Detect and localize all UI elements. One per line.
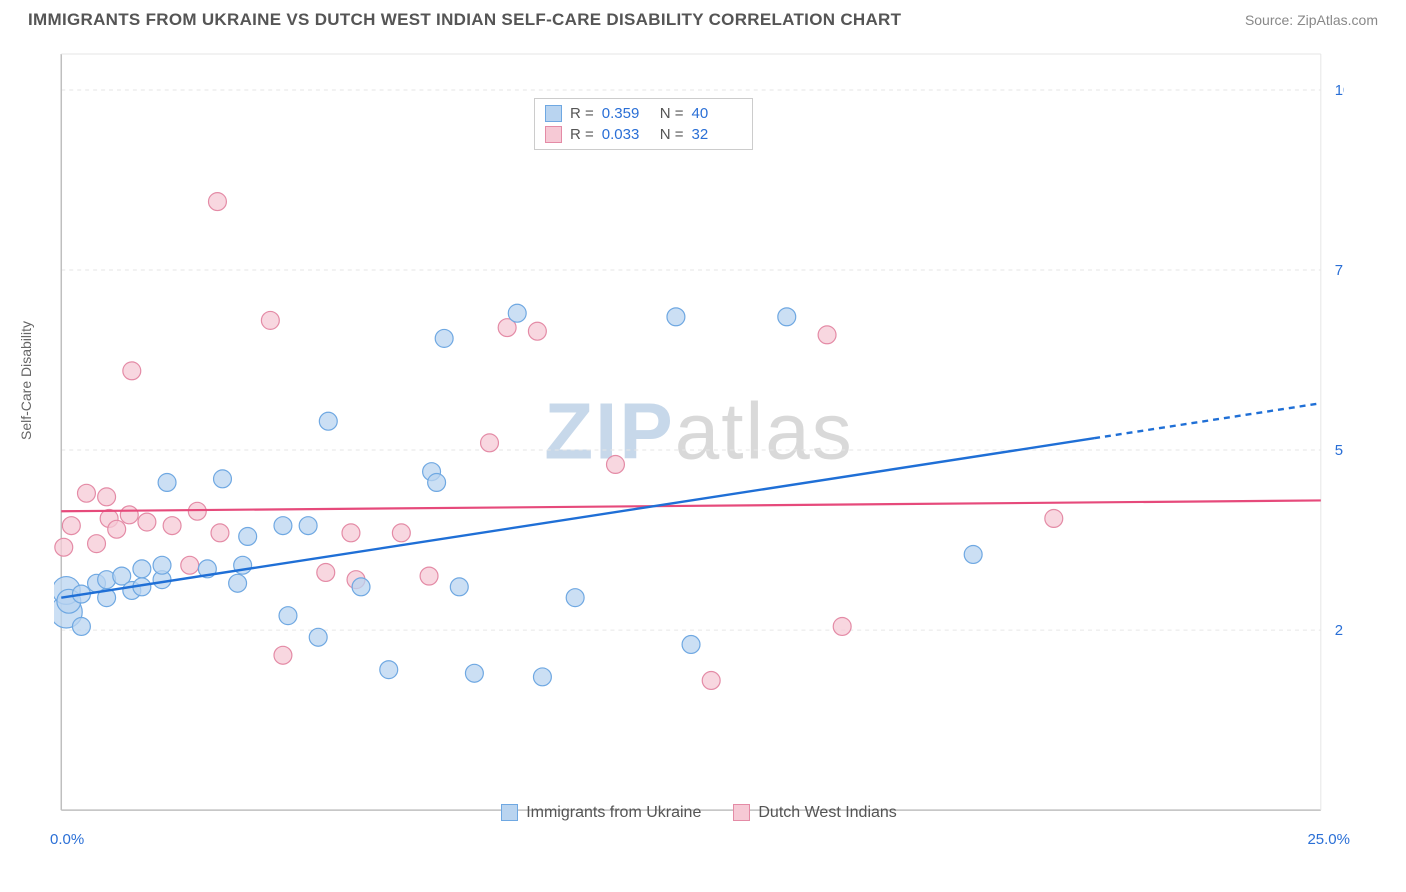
data-point <box>279 607 297 625</box>
chart-header: IMMIGRANTS FROM UKRAINE VS DUTCH WEST IN… <box>0 0 1406 36</box>
y-tick-label: 5.0% <box>1335 442 1344 459</box>
source-label: Source: <box>1245 12 1297 28</box>
data-point <box>120 506 138 524</box>
data-point <box>533 668 551 686</box>
data-point <box>123 362 141 380</box>
data-point <box>181 556 199 574</box>
data-point <box>55 538 73 556</box>
chart-source: Source: ZipAtlas.com <box>1245 12 1378 28</box>
n-label: N = <box>660 105 684 122</box>
data-point <box>163 517 181 535</box>
data-point <box>72 618 90 636</box>
data-point <box>508 304 526 322</box>
data-point <box>188 502 206 520</box>
data-point <box>667 308 685 326</box>
n-value: 32 <box>692 126 742 143</box>
legend-series: Immigrants from Ukraine Dutch West Indian… <box>54 804 1344 827</box>
legend-correlation-row: R = 0.359 N = 40 <box>545 103 742 124</box>
data-point <box>211 524 229 542</box>
data-point <box>62 517 80 535</box>
y-tick-label: 10.0% <box>1335 82 1344 99</box>
r-value: 0.359 <box>602 105 652 122</box>
data-point <box>420 567 438 585</box>
data-point <box>465 664 483 682</box>
source-name: ZipAtlas.com <box>1297 12 1378 28</box>
chart-area: ZIPatlas 2.5%5.0%7.5%10.0% R =0.359N =40… <box>54 48 1344 830</box>
n-label: N = <box>660 126 684 143</box>
y-axis-label: Self-Care Disability <box>18 321 34 440</box>
x-tick-max: 25.0% <box>1307 831 1350 848</box>
data-point <box>319 412 337 430</box>
data-point <box>450 578 468 596</box>
n-value: 40 <box>692 105 742 122</box>
trend-line <box>61 438 1094 597</box>
legend-series-item: Immigrants from Ukraine <box>501 804 701 822</box>
data-point <box>299 517 317 535</box>
r-label: R = <box>570 105 594 122</box>
data-point <box>77 484 95 502</box>
trend-line <box>61 500 1321 511</box>
data-point <box>214 470 232 488</box>
legend-swatch <box>545 126 562 143</box>
data-point <box>108 520 126 538</box>
legend-correlation-row: R = 0.033 N = 32 <box>545 124 742 145</box>
trend-line-extrapolated <box>1094 403 1321 438</box>
data-point <box>239 527 257 545</box>
r-label: R = <box>570 126 594 143</box>
legend-series-item: Dutch West Indians <box>733 804 896 822</box>
data-point <box>428 473 446 491</box>
y-tick-label: 2.5% <box>1335 622 1344 639</box>
legend-label: Immigrants from Ukraine <box>526 804 701 822</box>
chart-title: IMMIGRANTS FROM UKRAINE VS DUTCH WEST IN… <box>28 10 901 30</box>
data-point <box>352 578 370 596</box>
data-point <box>392 524 410 542</box>
data-point <box>88 535 106 553</box>
data-point <box>435 329 453 347</box>
data-point <box>380 661 398 679</box>
data-point <box>778 308 796 326</box>
data-point <box>682 636 700 654</box>
data-point <box>342 524 360 542</box>
data-point <box>133 560 151 578</box>
data-point <box>261 311 279 329</box>
data-point <box>138 513 156 531</box>
y-tick-label: 7.5% <box>1335 262 1344 279</box>
data-point <box>309 628 327 646</box>
data-point <box>229 574 247 592</box>
data-point <box>833 618 851 636</box>
data-point <box>528 322 546 340</box>
data-point <box>274 517 292 535</box>
data-point <box>98 488 116 506</box>
legend-swatch <box>501 804 518 821</box>
data-point <box>481 434 499 452</box>
scatter-plot: 2.5% 5.0% 7.5% 10.0% <box>54 48 1344 830</box>
data-point <box>153 556 171 574</box>
data-point <box>208 193 226 211</box>
data-point <box>317 564 335 582</box>
data-point <box>1045 509 1063 527</box>
legend-swatch <box>733 804 750 821</box>
data-point <box>158 473 176 491</box>
data-point <box>566 589 584 607</box>
data-point <box>818 326 836 344</box>
data-point <box>702 672 720 690</box>
legend-correlation: R = 0.359 N = 40 R = 0.033 N = 32 <box>534 98 753 150</box>
data-point <box>964 546 982 564</box>
data-point <box>274 646 292 664</box>
x-tick-min: 0.0% <box>50 831 84 848</box>
legend-label: Dutch West Indians <box>758 804 896 822</box>
data-point <box>607 455 625 473</box>
r-value: 0.033 <box>602 126 652 143</box>
legend-swatch <box>545 105 562 122</box>
